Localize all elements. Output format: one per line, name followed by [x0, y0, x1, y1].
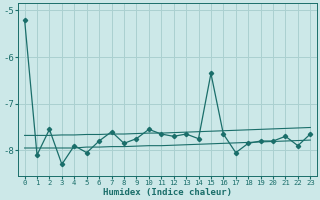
X-axis label: Humidex (Indice chaleur): Humidex (Indice chaleur): [103, 188, 232, 197]
